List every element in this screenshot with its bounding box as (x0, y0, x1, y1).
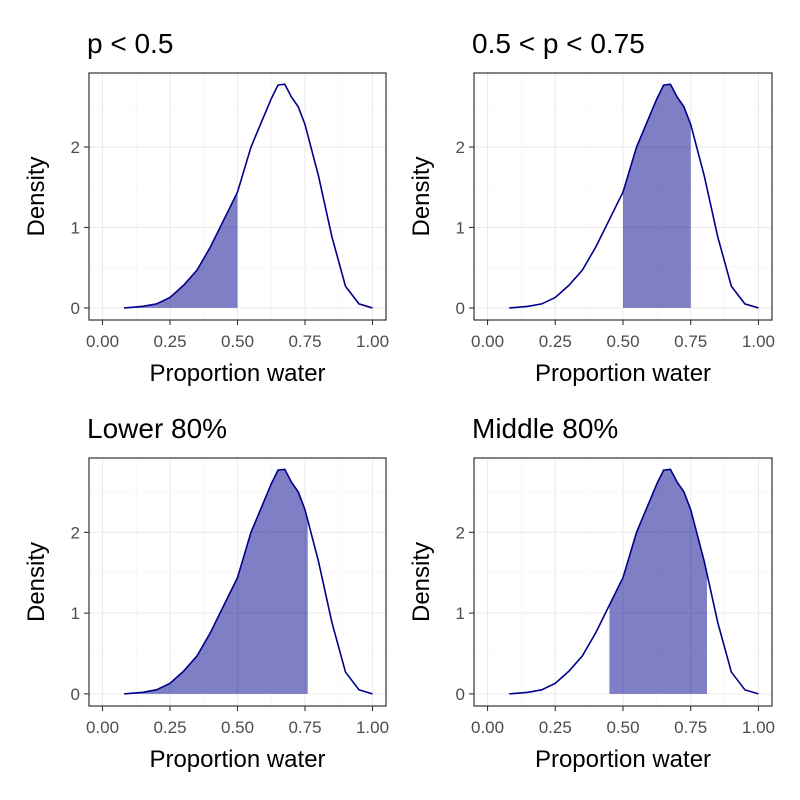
x-tick-label: 0.75 (674, 332, 707, 351)
x-tick-label: 0.25 (539, 718, 572, 737)
y-tick-label: 0 (71, 685, 80, 704)
panel-2: 0.00 0.25 0.50 0.75 1.00 0 1 2 Proportion water D… (408, 28, 775, 387)
y-axis-title: Density (23, 542, 50, 622)
x-tick-label: 0.25 (539, 332, 572, 351)
y-tick-label: 0 (456, 685, 465, 704)
y-tick-label: 1 (456, 604, 465, 623)
x-tick-label: 0.50 (606, 718, 639, 737)
x-axis-title: Proportion water (149, 360, 325, 387)
x-tick-label: 0.50 (221, 718, 254, 737)
y-tick-label: 1 (71, 218, 80, 237)
panel-title: 0.5 < p < 0.75 (472, 28, 645, 59)
y-tick-label: 2 (456, 523, 465, 542)
x-tick-label: 0.25 (153, 332, 186, 351)
panel-title: Lower 80% (87, 413, 227, 444)
x-tick-label: 1.00 (356, 718, 389, 737)
x-tick-label: 0.00 (86, 332, 119, 351)
x-tick-label: 0.25 (153, 718, 186, 737)
panel-4: 0.00 0.25 0.50 0.75 1.00 0 1 2 Proportion water D… (408, 413, 775, 773)
x-tick-label: 0.50 (606, 332, 639, 351)
y-tick-label: 0 (456, 299, 465, 318)
y-tick-label: 1 (456, 218, 465, 237)
panel-title: p < 0.5 (87, 28, 173, 59)
x-tick-label: 0.75 (288, 332, 321, 351)
x-tick-label: 1.00 (742, 332, 775, 351)
x-tick-label: 0.75 (674, 718, 707, 737)
density-curve (509, 468, 759, 695)
x-tick-label: 1.00 (742, 718, 775, 737)
y-tick-label: 2 (71, 138, 80, 157)
y-axis-title: Density (23, 156, 50, 236)
y-tick-label: 2 (456, 138, 465, 157)
x-axis-title: Proportion water (535, 746, 711, 773)
x-tick-label: 0.75 (288, 718, 321, 737)
panel-title: Middle 80% (472, 413, 618, 444)
density-curve (124, 468, 373, 695)
x-tick-label: 0.50 (221, 332, 254, 351)
panel-1: 0.00 0.25 0.50 0.75 1.00 0 1 2 Proportion water D… (23, 28, 389, 387)
shaded-interval (124, 469, 308, 694)
x-tick-label: 0.00 (471, 718, 504, 737)
x-tick-label: 0.00 (86, 718, 119, 737)
shaded-interval (609, 469, 707, 694)
y-axis-title: Density (408, 156, 435, 236)
y-axis-title: Density (408, 542, 435, 622)
x-axis-title: Proportion water (149, 746, 325, 773)
y-tick-label: 2 (71, 523, 80, 542)
x-axis-title: Proportion water (535, 360, 711, 387)
x-tick-label: 0.00 (471, 332, 504, 351)
panel-3: 0.00 0.25 0.50 0.75 1.00 0 1 2 Proportion water D… (23, 413, 389, 773)
density-curve (124, 83, 373, 309)
density-curve (509, 83, 759, 309)
y-tick-label: 0 (71, 299, 80, 318)
y-tick-label: 1 (71, 604, 80, 623)
x-tick-label: 1.00 (356, 332, 389, 351)
shaded-interval (124, 192, 238, 308)
